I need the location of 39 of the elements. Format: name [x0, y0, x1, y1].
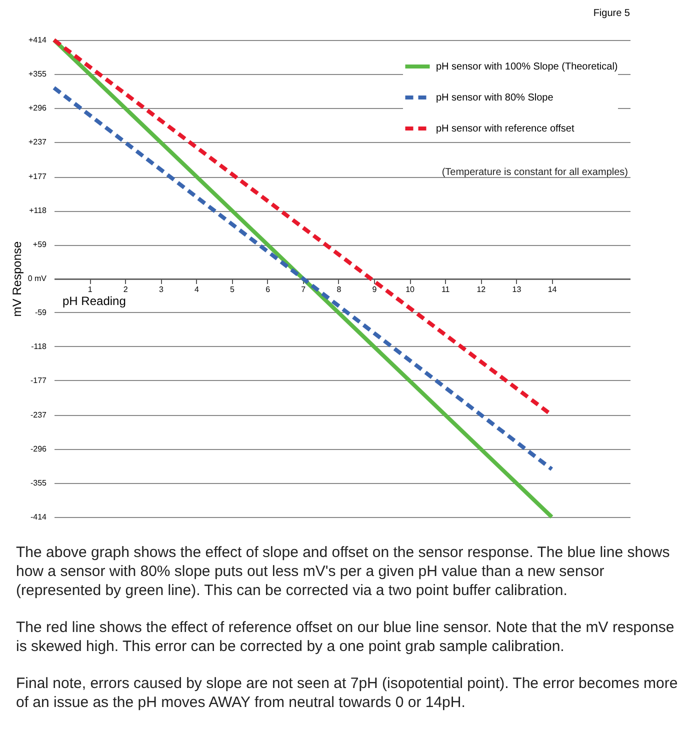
y-tick-label: -237	[30, 410, 48, 420]
y-tick-label: +296	[28, 103, 48, 112]
legend-label: pH sensor with 100% Slope (Theoretical)	[436, 62, 618, 72]
x-tick-label: 14	[548, 285, 558, 294]
x-tick-label: 3	[158, 285, 164, 294]
x-tick-label: 13	[512, 285, 522, 294]
x-tick-label: 2	[123, 285, 128, 294]
y-tick-label: 0 mV	[28, 274, 48, 283]
x-tick-label: 1	[88, 285, 93, 294]
x-tick-label: 7	[301, 285, 306, 294]
y-tick-label: +118	[29, 206, 48, 216]
legend-label: pH sensor with reference offset	[436, 124, 574, 134]
x-tick-label: 5	[230, 285, 236, 294]
text: The red line shows the effect of reference offset on our blue line sensor. Note that the mV response is skewed high. This error can be corrected by a one point grab sample calibration.	[16, 618, 676, 656]
y-tick-label: +237	[28, 137, 48, 146]
x-tick-label: 8	[336, 285, 342, 294]
y-tick-label: +59	[32, 240, 48, 250]
y-tick-label: -355	[30, 478, 48, 488]
y-axis-title: mV Response	[10, 240, 24, 317]
legend-label: pH sensor with 80% Slope	[436, 92, 554, 104]
x-tick-label: 10	[406, 285, 416, 294]
annotation: (Temperature is constant for all examples)	[442, 167, 628, 178]
y-tick-label: -296	[30, 444, 48, 454]
x-tick-label: 6	[266, 285, 271, 294]
x-tick-label: 12	[476, 285, 486, 294]
y-tick-label: +414	[28, 36, 48, 44]
text: Final note, errors caused by slope are not seen at 7pH (isopotential point). The error becomes more of an issue as the pH moves AWAY from neutral towards 0 or 14pH.	[16, 674, 679, 712]
y-tick-label: +177	[28, 172, 48, 182]
chart-title: Figure 5	[593, 8, 630, 19]
y-tick-label: -118	[31, 342, 48, 351]
y-tick-label: +355	[28, 69, 48, 78]
x-tick-label: 4	[194, 285, 200, 294]
y-tick-label: -59	[34, 308, 48, 317]
x-axis-title: pH Reading	[62, 294, 126, 308]
y-tick-label: -414	[30, 512, 48, 522]
y-tick-label: -177	[30, 376, 48, 385]
x-tick-label: 9	[372, 285, 378, 294]
x-tick-label: 11	[441, 285, 450, 294]
text: The above graph shows the effect of slope and offset on the sensor response. The blue line shows how a sensor with 80% slope puts out less mV's per a given pH value than a new sensor (represented by green line). This can be corrected via a two point buffer calibration.	[16, 543, 671, 600]
